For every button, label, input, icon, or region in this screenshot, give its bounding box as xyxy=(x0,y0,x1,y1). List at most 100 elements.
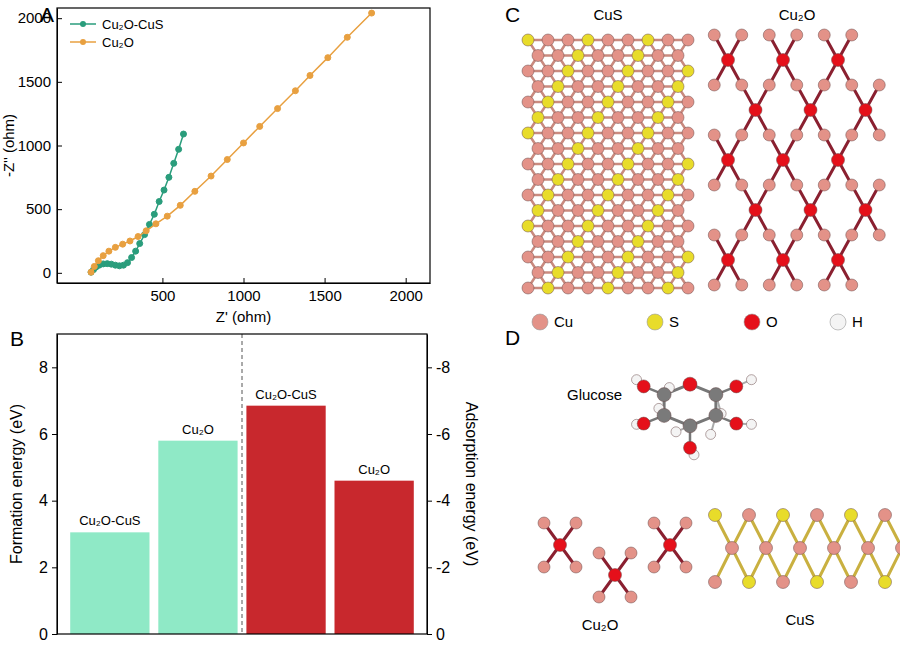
tick-mark xyxy=(52,501,57,502)
marker xyxy=(156,199,162,205)
atom xyxy=(777,576,790,589)
axis-line xyxy=(427,335,428,635)
tick-mark xyxy=(427,367,432,368)
tick-label: 2 xyxy=(39,559,48,576)
atom xyxy=(879,576,892,589)
atom xyxy=(763,129,775,141)
atom xyxy=(845,509,858,522)
marker xyxy=(151,211,157,217)
atom xyxy=(896,542,900,555)
tick-label: 2000 xyxy=(18,9,51,26)
glucose xyxy=(632,375,757,460)
tick-mark xyxy=(57,146,62,147)
tick-mark xyxy=(52,367,57,368)
atom xyxy=(582,251,594,263)
atom xyxy=(642,96,654,108)
legend-label: S xyxy=(669,313,679,330)
atom xyxy=(602,189,614,201)
atom xyxy=(622,251,634,263)
atom xyxy=(682,34,694,46)
tick: 6 xyxy=(39,426,57,443)
cu2o-lattice xyxy=(708,29,885,291)
atom xyxy=(542,158,554,170)
atom xyxy=(662,189,674,201)
atom xyxy=(582,282,594,294)
atom xyxy=(722,254,735,267)
cus-lattice xyxy=(522,34,694,294)
bar xyxy=(158,441,237,634)
atom xyxy=(592,205,604,217)
marker xyxy=(325,55,331,61)
atom xyxy=(818,79,830,91)
atom xyxy=(562,65,574,77)
atom xyxy=(522,251,534,263)
atom xyxy=(602,127,614,139)
legend-marker xyxy=(80,21,86,27)
marker xyxy=(129,255,135,261)
atom xyxy=(657,388,671,402)
atom xyxy=(532,267,544,279)
atom xyxy=(818,29,830,41)
atom xyxy=(532,112,544,124)
marker xyxy=(100,253,106,259)
atom xyxy=(672,205,684,217)
bar xyxy=(246,406,325,634)
legend-marker xyxy=(647,314,663,330)
marker xyxy=(344,34,350,40)
legend-marker xyxy=(744,314,760,330)
atom xyxy=(746,375,756,385)
atom xyxy=(522,158,534,170)
marker xyxy=(91,263,97,269)
atom xyxy=(602,282,614,294)
cus-fragment xyxy=(709,509,900,589)
atom xyxy=(683,419,697,433)
atom xyxy=(859,204,872,217)
atom xyxy=(743,576,756,589)
atom xyxy=(642,127,654,139)
tick: 2000 xyxy=(389,278,422,304)
marker xyxy=(166,174,172,180)
tick: 4 xyxy=(39,492,57,509)
tick: 500 xyxy=(26,200,62,217)
atom xyxy=(709,576,722,589)
atom xyxy=(726,542,739,555)
atom xyxy=(572,174,584,186)
atom xyxy=(722,154,735,167)
atom xyxy=(642,158,654,170)
atom xyxy=(791,279,803,291)
tick: 1000 xyxy=(227,278,260,304)
atom xyxy=(846,229,858,241)
atom xyxy=(652,174,664,186)
x-axis-title: Z' (ohm) xyxy=(216,308,271,325)
tick-mark xyxy=(427,434,432,435)
marker xyxy=(161,187,167,193)
atom xyxy=(570,561,582,573)
tick-mark xyxy=(406,278,407,283)
legend-marker xyxy=(532,314,548,330)
marker xyxy=(106,248,112,254)
atom xyxy=(777,254,790,267)
atom xyxy=(672,267,684,279)
marker xyxy=(369,10,375,16)
marker xyxy=(120,241,126,247)
atom xyxy=(736,79,748,91)
atom xyxy=(592,236,604,248)
structure-label: Glucose xyxy=(567,386,622,403)
atom xyxy=(622,96,634,108)
atom xyxy=(791,179,803,191)
tick-label: 8 xyxy=(39,359,48,376)
atom xyxy=(804,204,817,217)
marker xyxy=(241,140,247,146)
atom xyxy=(873,79,885,91)
axis: 0-2-4-6-8 xyxy=(427,335,450,643)
atom xyxy=(652,267,664,279)
tick-label: 6 xyxy=(39,426,48,443)
atom xyxy=(672,143,684,155)
atom xyxy=(642,34,654,46)
divider xyxy=(242,334,243,634)
atom xyxy=(593,591,605,603)
atom xyxy=(763,79,775,91)
atom xyxy=(662,251,674,263)
atom xyxy=(602,251,614,263)
marker xyxy=(153,221,159,227)
